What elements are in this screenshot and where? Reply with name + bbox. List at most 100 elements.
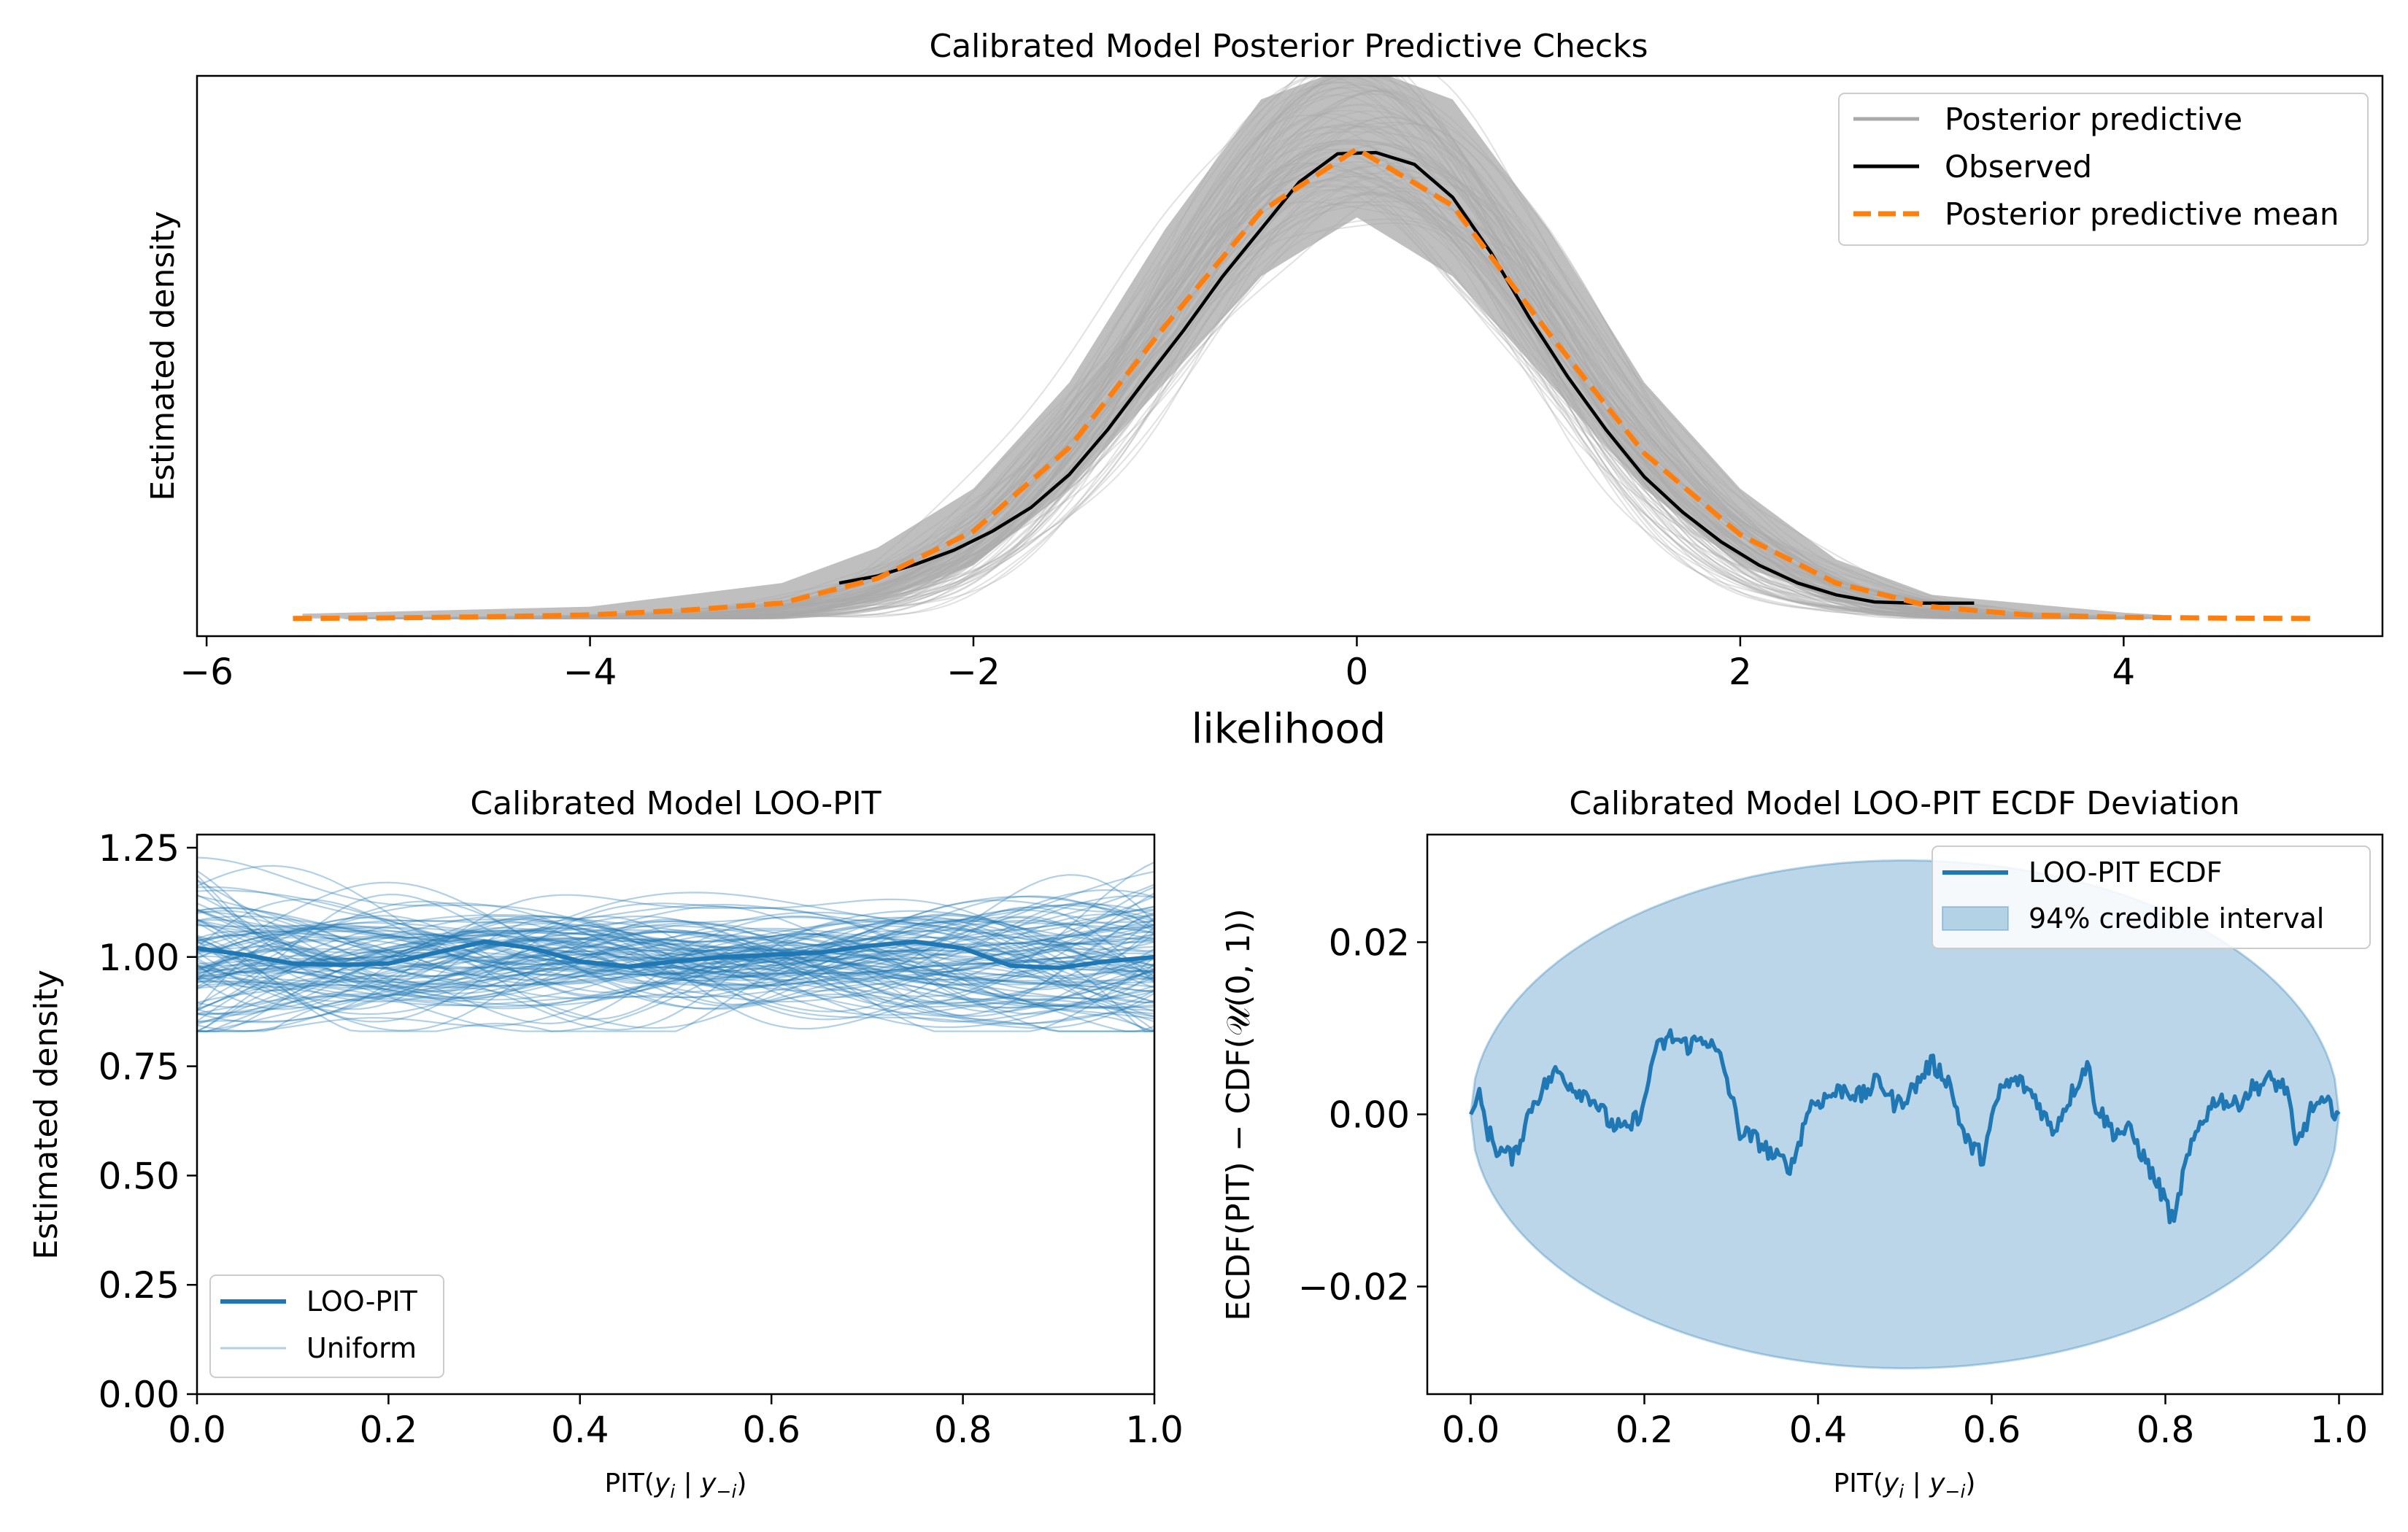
loo-pit-uniform-line: [197, 902, 1154, 1032]
ecdf-ytick-label: 0.00: [1329, 1094, 1410, 1137]
loo-pit-xtick-label: 1.0: [1125, 1409, 1184, 1451]
loo-pit-uniform-line: [197, 892, 1154, 999]
ppc-draw-line: [493, 201, 2113, 619]
ppc-draw-line: [517, 189, 2100, 619]
ecdf-ytick-label: −0.02: [1298, 1266, 1410, 1309]
loo-pit-uniform-line: [197, 916, 1154, 992]
ecdf-ylabel: ECDF(PIT) − CDF(𝒰(0, 1)): [1220, 908, 1257, 1320]
loo-pit-uniform-line: [197, 919, 1154, 978]
loo-pit-panel: Calibrated Model LOO-PIT 0.0 0.2 0.4 0.6 0.8…: [28, 785, 1184, 1502]
loo-pit-uniform-line: [197, 918, 1154, 1026]
loo-pit-ylabel: Estimated density: [28, 970, 65, 1260]
ppc-legend: Posterior predictive Observed Posterior …: [1838, 93, 2369, 246]
ppc-frame: [196, 74, 2384, 638]
loo-pit-uniform-line: [197, 928, 1154, 972]
loo-pit-uniform-line: [197, 879, 1154, 1013]
loo-pit-uniform-line: [197, 957, 1154, 997]
loo-pit-uniform-line: [197, 907, 1154, 1023]
ppc-mean-line: [293, 146, 2312, 622]
loo-pit-uniform-line: [197, 926, 1154, 986]
loo-pit-uniform-line: [197, 909, 1154, 964]
ecdf-ytick-label: 0.02: [1329, 922, 1410, 964]
ppc-xtick-label: 2: [1729, 651, 1752, 693]
loo-pit-uniform-line: [197, 910, 1154, 1023]
loo-pit-uniform-line: [197, 894, 1154, 981]
loo-pit-uniform-line: [197, 895, 1154, 985]
loo-pit-uniform-line: [197, 902, 1154, 1032]
loo-pit-uniform-line: [197, 924, 1154, 980]
loo-pit-uniform-line: [197, 918, 1154, 964]
loo-pit-uniform-line: [197, 940, 1154, 999]
ppc-xtick-label: 0: [1346, 651, 1369, 693]
loo-pit-legend-label-loo: LOO-PIT: [306, 1285, 418, 1318]
loo-pit-uniform-line: [197, 898, 1154, 1000]
ecdf-xlabel-sub-i: i: [1899, 1481, 1904, 1502]
loo-pit-uniform-line: [197, 874, 1154, 991]
loo-pit-legend-label-uniform: Uniform: [306, 1332, 417, 1364]
ppc-observed-line: [838, 150, 1975, 605]
loo-pit-uniform-line: [197, 918, 1154, 1009]
ppc-draws: [302, 76, 2162, 619]
loo-pit-uniform-line: [197, 915, 1154, 989]
loo-pit-xtick-label: 0.2: [360, 1409, 418, 1451]
loo-pit-xtick-label: 0.6: [742, 1409, 800, 1451]
ecdf-xtick-label: 0.0: [1442, 1409, 1500, 1451]
loo-pit-frame: [196, 833, 1156, 1396]
ppc-panel: Calibrated Model Posterior Predictive Ch…: [144, 28, 2384, 753]
loo-pit-uniform-line: [197, 889, 1154, 970]
loo-pit-uniform-line: [197, 879, 1154, 999]
loo-pit-xlabel-var2: y: [700, 1469, 717, 1498]
ecdf-legend-label-ecdf: LOO-PIT ECDF: [2029, 856, 2222, 889]
ppc-legend-label-mean: Posterior predictive mean: [1945, 196, 2339, 232]
ecdf-xlabel-var2: y: [1929, 1469, 1945, 1498]
loo-pit-uniform-line: [197, 898, 1154, 1023]
loo-pit-uniform-line: [197, 917, 1154, 1004]
loo-pit-xlabel-sub-i: i: [670, 1481, 675, 1502]
loo-pit-uniform-line: [197, 929, 1154, 1016]
loo-pit-lines: [197, 939, 1154, 970]
ppc-legend-label-observed: Observed: [1945, 149, 2092, 185]
loo-pit-uniform-line: [197, 955, 1154, 994]
loo-pit-uniform-line: [197, 916, 1154, 1018]
ppc-xtick-label: −4: [563, 651, 617, 693]
loo-pit-uniform-line: [197, 881, 1154, 1009]
ppc-draws-envelope: [302, 76, 2162, 619]
loo-pit-uniform-line: [197, 916, 1154, 1032]
ecdf-xticks: 0.0 0.2 0.4 0.6 0.8 1.0: [1442, 1394, 2368, 1451]
loo-pit-uniform-line: [197, 948, 1154, 1032]
loo-pit-uniform-line: [197, 924, 1154, 1011]
loo-pit-uniform-line: [197, 923, 1154, 1032]
loo-pit-uniform-line: [197, 954, 1154, 1007]
ecdf-legend: LOO-PIT ECDF 94% credible interval: [1932, 846, 2371, 949]
loo-pit-uniform-line: [197, 899, 1154, 976]
loo-pit-uniform-line: [197, 938, 1154, 1029]
ecdf-xlabel: PIT(yi | y−i): [1834, 1469, 1976, 1502]
loo-pit-uniform-line: [197, 923, 1154, 1032]
loo-pit-uniform-line: [197, 910, 1154, 1032]
loo-pit-uniform-line: [197, 922, 1154, 1032]
loo-pit-uniform-line: [197, 870, 1154, 969]
loo-pit-xlabel-pre: PIT(: [605, 1469, 655, 1498]
loo-pit-xlabel-mid: |: [675, 1469, 701, 1498]
loo-pit-xtick-label: 0.8: [934, 1409, 992, 1451]
loo-pit-uniform-line: [197, 886, 1154, 986]
loo-pit-uniform-draws: [197, 856, 1154, 1032]
loo-pit-uniform-line: [197, 935, 1154, 1001]
loo-pit-uniform-line: [197, 941, 1154, 1003]
loo-pit-uniform-line: [197, 937, 1154, 1015]
ecdf-plot-area: [1469, 859, 2341, 1370]
loo-pit-uniform-line: [197, 900, 1154, 1009]
loo-pit-xlabel-end: ): [736, 1469, 746, 1498]
ppc-xticks: −6 −4 −2 0 2 4: [180, 636, 2135, 693]
loo-pit-uniform-line: [197, 918, 1154, 975]
loo-pit-xlabel: PIT(yi | y−i): [605, 1469, 747, 1502]
loo-pit-uniform-line: [197, 937, 1154, 1032]
loo-pit-uniform-line: [197, 864, 1154, 1008]
ecdf-xlabel-sub-minus-i: −i: [1945, 1481, 1966, 1502]
loo-pit-uniform-line: [197, 911, 1154, 1005]
loo-pit-ytick-label: 0.00: [99, 1374, 180, 1416]
ecdf-xlabel-mid: |: [1904, 1469, 1929, 1498]
ecdf-title: Calibrated Model LOO-PIT ECDF Deviation: [1569, 785, 2239, 822]
loo-pit-uniform-line: [197, 962, 1154, 1000]
